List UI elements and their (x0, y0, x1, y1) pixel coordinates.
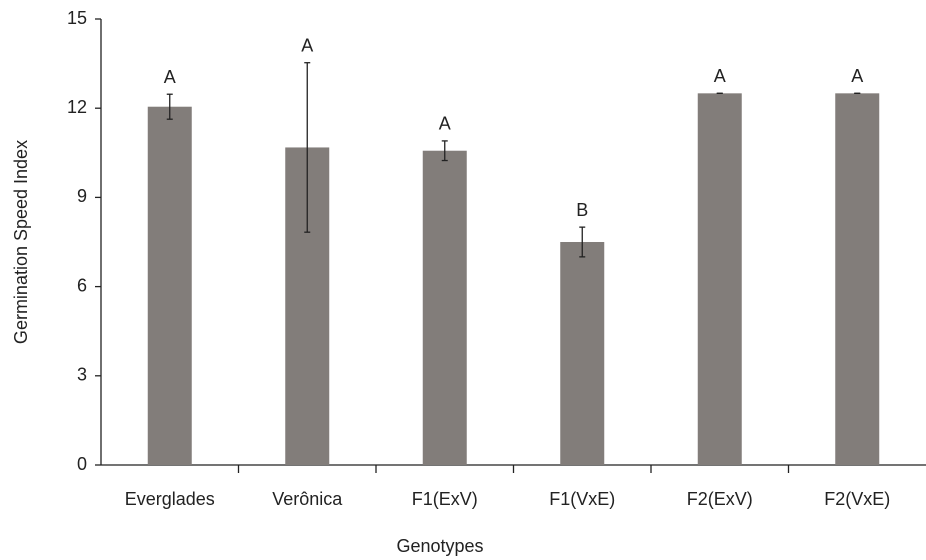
y-tick-label: 12 (67, 97, 87, 117)
x-tick-label: F1(ExV) (412, 489, 478, 509)
significance-letter: A (714, 66, 726, 86)
bar (697, 93, 742, 465)
bar (835, 93, 880, 465)
significance-letter: A (851, 66, 863, 86)
x-axis-label: Genotypes (396, 536, 483, 556)
bar (560, 242, 605, 465)
significance-letter: A (439, 114, 451, 134)
error-bar (304, 62, 311, 233)
x-tick-label: Everglades (125, 489, 215, 509)
x-tick-label: F2(VxE) (824, 489, 890, 509)
bar (147, 106, 192, 466)
y-tick-label: 0 (77, 454, 87, 474)
y-tick-label: 6 (77, 275, 87, 295)
x-tick-label: F1(VxE) (549, 489, 615, 509)
x-tick-label: F2(ExV) (687, 489, 753, 509)
significance-letter: A (301, 35, 313, 55)
significance-letter: A (164, 67, 176, 87)
significance-letter: B (576, 200, 588, 220)
y-tick-label: 9 (77, 186, 87, 206)
error-bar (441, 140, 448, 162)
y-tick-label: 15 (67, 8, 87, 28)
y-axis-label: Germination Speed Index (11, 140, 31, 344)
y-tick-label: 3 (77, 365, 87, 385)
error-bar (579, 226, 586, 258)
error-bar (166, 93, 173, 120)
bar (422, 150, 467, 465)
x-tick-label: Verônica (272, 489, 343, 509)
